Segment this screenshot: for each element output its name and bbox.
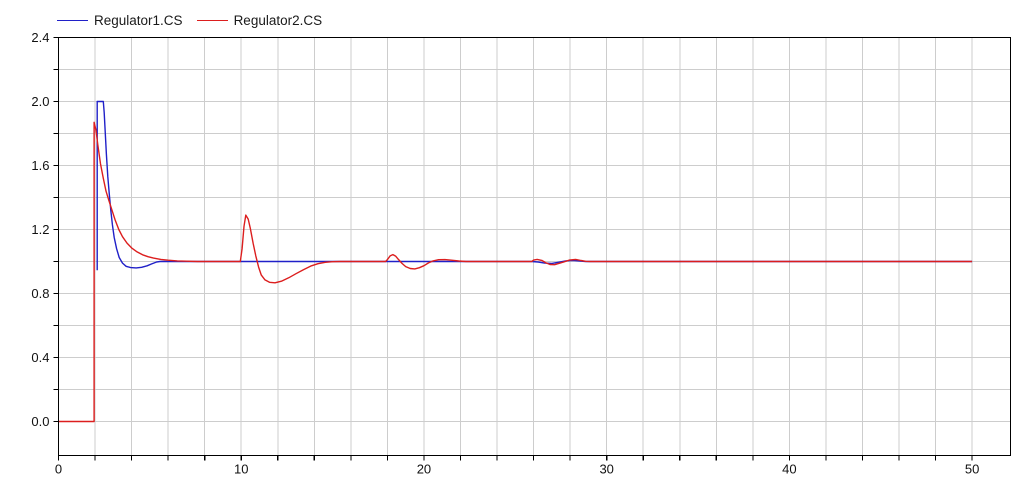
y-tick-label: 2.4 bbox=[31, 30, 49, 45]
legend-label: Regulator1.CS bbox=[94, 13, 183, 28]
legend-item-regulator1[interactable]: Regulator1.CS bbox=[57, 13, 183, 28]
series-line-regulator2-cs[interactable] bbox=[58, 121, 973, 423]
y-tick-label: 1.2 bbox=[31, 222, 49, 237]
legend-label: Regulator2.CS bbox=[233, 13, 323, 28]
x-tick-label: 40 bbox=[782, 462, 796, 477]
x-tick-label: 10 bbox=[234, 462, 248, 477]
y-tick-label: 0.8 bbox=[31, 286, 49, 301]
x-tick-label: 30 bbox=[599, 462, 613, 477]
x-tick-label: 50 bbox=[965, 462, 979, 477]
y-tick-label: 1.6 bbox=[31, 158, 49, 173]
x-tick-label: 0 bbox=[55, 462, 62, 477]
series-line-regulator1-cs[interactable] bbox=[96, 100, 973, 271]
plot-border bbox=[57, 36, 1012, 457]
x-tick-label: 20 bbox=[417, 462, 431, 477]
y-tick-label: 0.4 bbox=[31, 350, 49, 365]
legend-line-sample-red bbox=[196, 20, 228, 21]
legend-line-sample-blue bbox=[57, 20, 88, 21]
y-tick-label: 0.0 bbox=[31, 414, 49, 429]
y-tick-label: 2.0 bbox=[31, 94, 49, 109]
legend-item-regulator2[interactable]: Regulator2.CS bbox=[196, 13, 323, 28]
legend: Regulator1.CS Regulator2.CS bbox=[57, 13, 322, 28]
